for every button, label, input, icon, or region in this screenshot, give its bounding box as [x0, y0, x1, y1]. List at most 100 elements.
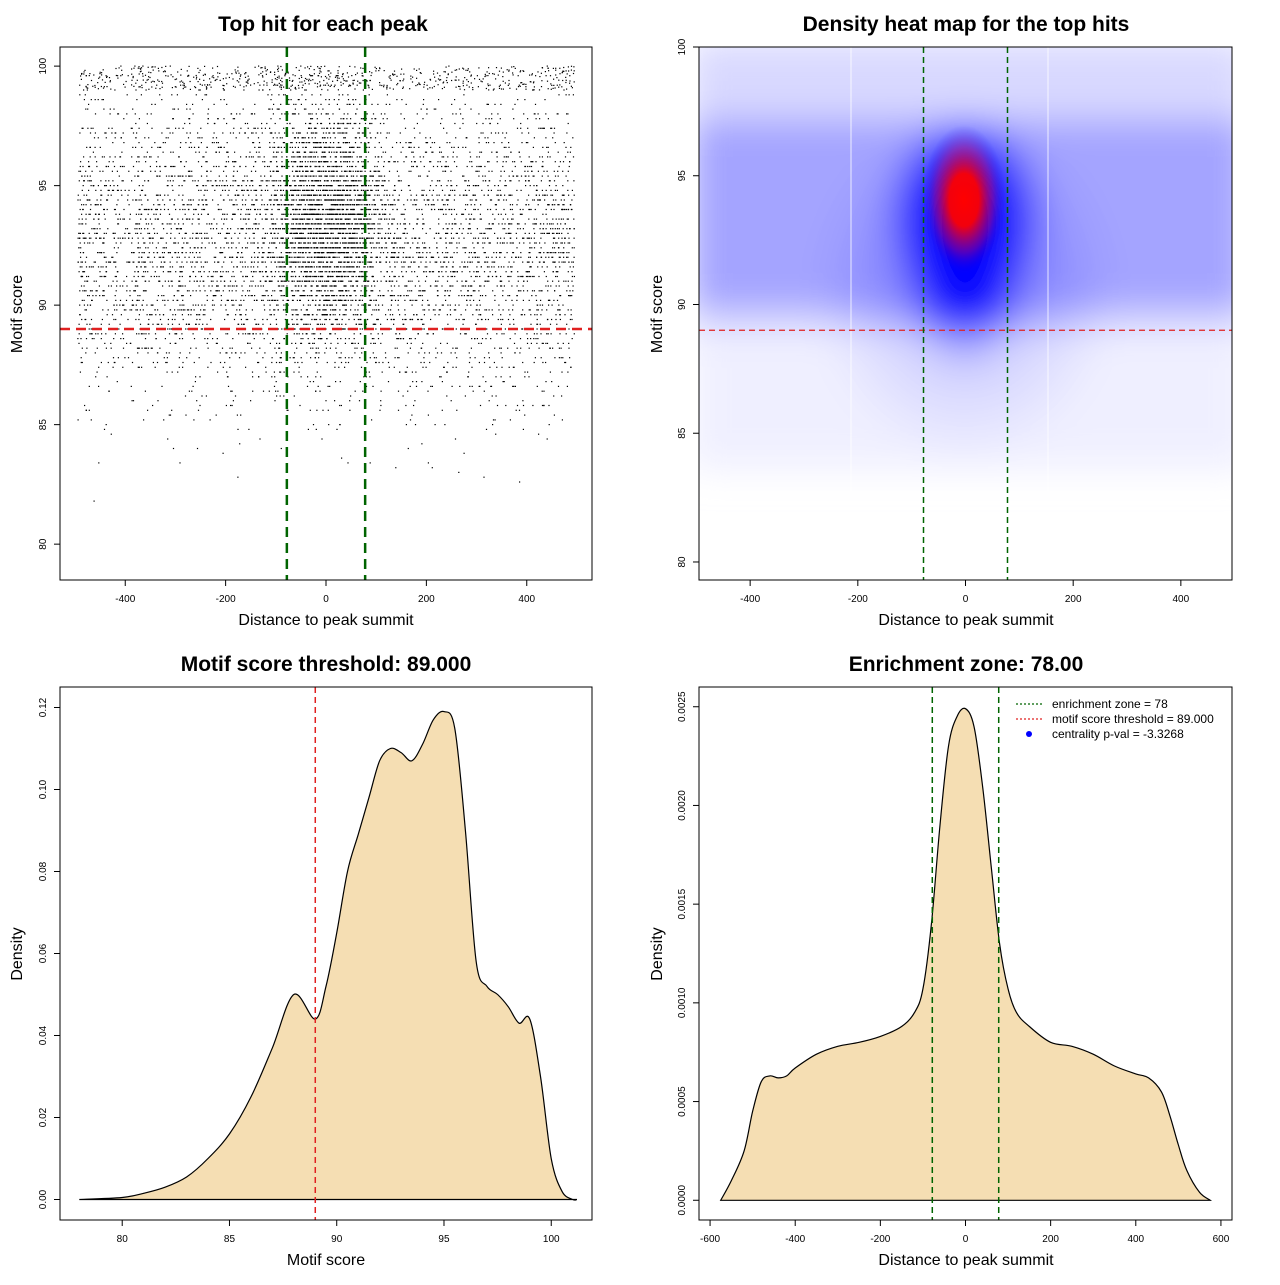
scatter-point: [186, 357, 188, 359]
scatter-point: [159, 204, 161, 206]
scatter-point: [122, 304, 124, 306]
scatter-point: [404, 318, 406, 321]
scatter-point: [486, 328, 488, 330]
scatter-point: [504, 194, 506, 196]
scatter-point: [238, 333, 240, 335]
scatter-point: [219, 232, 221, 234]
scatter-point: [411, 161, 413, 163]
scatter-point: [354, 213, 356, 215]
scatter-point: [320, 103, 322, 105]
scatter-point: [157, 175, 159, 177]
scatter-point: [83, 180, 85, 182]
scatter-point: [227, 156, 229, 158]
scatter-point: [81, 275, 84, 278]
scatter-point: [555, 285, 557, 287]
scatter-point: [220, 275, 222, 278]
scatter-point: [543, 252, 545, 254]
scatter-point: [441, 409, 443, 411]
scatter-point: [313, 232, 315, 234]
scatter-point: [511, 204, 514, 206]
scatter-point: [88, 409, 90, 411]
scatter-point: [89, 208, 92, 211]
scatter-point: [359, 103, 361, 105]
scatter-point: [461, 213, 463, 215]
scatter-point: [476, 266, 478, 268]
scatter-point: [342, 252, 345, 254]
scatter-point: [271, 376, 273, 378]
scatter-point: [567, 256, 569, 258]
scatter-point: [111, 256, 113, 258]
scatter-point: [259, 347, 261, 349]
scatter-point: [552, 242, 554, 244]
scatter-point: [538, 347, 540, 349]
scatter-point: [365, 204, 367, 206]
scatter-point: [488, 400, 490, 402]
scatter-point: [258, 142, 261, 144]
scatter-point: [290, 290, 293, 292]
scatter-point: [469, 271, 471, 273]
scatter-point: [134, 65, 136, 67]
scatter-point: [471, 385, 473, 387]
scatter-point: [305, 271, 307, 273]
scatter-point: [197, 304, 199, 306]
scatter-point: [240, 156, 242, 158]
scatter-point: [304, 285, 306, 287]
scatter-point: [324, 271, 326, 273]
scatter-point: [240, 218, 242, 220]
scatter-point: [146, 113, 148, 115]
scatter-point: [137, 242, 139, 244]
scatter-point: [405, 142, 407, 144]
scatter-point: [327, 161, 329, 163]
scatter-point: [208, 242, 210, 244]
scatter-point: [533, 199, 535, 201]
scatter-point: [96, 204, 98, 206]
scatter-point: [109, 261, 111, 263]
scatter-point: [143, 419, 145, 421]
scatter-point: [145, 266, 147, 268]
scatter-point: [329, 299, 331, 301]
scatter-point: [361, 304, 363, 306]
scatter-point: [546, 218, 548, 220]
scatter-point: [232, 132, 234, 134]
scatter-point: [355, 295, 357, 297]
scatter-point: [189, 237, 191, 239]
scatter-point: [441, 304, 443, 306]
scatter-point: [260, 185, 262, 187]
scatter-point: [241, 323, 243, 325]
scatter-point: [434, 309, 436, 311]
scatter-point: [409, 290, 411, 292]
scatter-point: [105, 185, 107, 187]
scatter-point: [212, 228, 214, 230]
scatter-point: [438, 218, 440, 220]
scatter-point: [134, 228, 136, 230]
scatter-point: [482, 237, 484, 239]
scatter-point: [262, 299, 264, 301]
scatter-point: [537, 204, 539, 206]
scatter-point: [271, 275, 273, 278]
scatter-point: [546, 342, 549, 344]
scatter-point: [419, 256, 421, 258]
scatter-point: [147, 228, 149, 230]
scatter-point: [524, 376, 526, 378]
scatter-point: [362, 347, 364, 349]
scatter-point: [82, 237, 84, 239]
scatter-point: [369, 462, 371, 464]
scatter-point: [553, 127, 556, 129]
scatter-point: [518, 180, 520, 182]
scatter-point: [374, 170, 376, 172]
scatter-point: [245, 366, 247, 368]
scatter-point: [442, 204, 445, 206]
scatter-point: [374, 156, 376, 158]
scatter-point: [190, 295, 192, 297]
scatter-point: [101, 99, 103, 101]
scatter-point: [119, 285, 121, 287]
scatter-point: [371, 275, 373, 278]
scatter-point: [103, 108, 105, 110]
scatter-point: [235, 180, 237, 182]
scatter-point: [237, 185, 239, 187]
scatter-point: [407, 185, 410, 187]
scatter-point: [527, 165, 529, 168]
scatter-point: [217, 285, 219, 287]
scatter-point: [215, 342, 217, 344]
scatter-point: [126, 94, 128, 96]
